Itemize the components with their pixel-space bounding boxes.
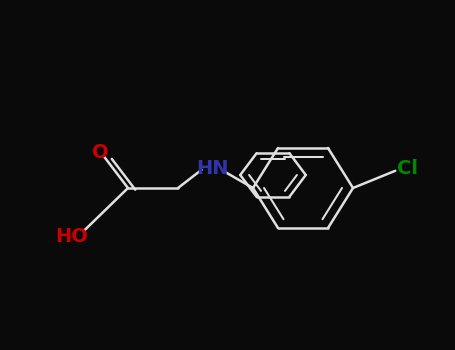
Text: Cl: Cl [398, 159, 419, 177]
Text: HO: HO [56, 228, 88, 246]
Text: HN: HN [197, 159, 229, 177]
Text: O: O [92, 142, 108, 161]
